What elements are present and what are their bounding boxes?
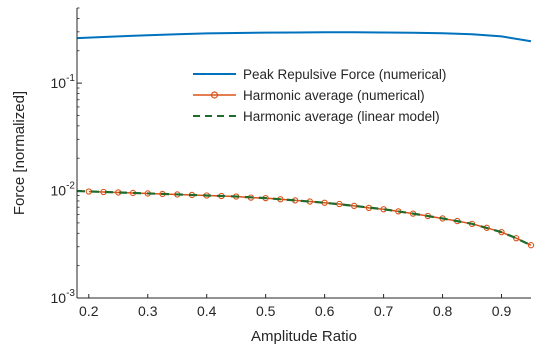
y-tick-label-exponent: -3 [66, 288, 75, 299]
y-tick-label-exponent: -2 [66, 181, 75, 192]
legend-entry-harmonic-numerical: Harmonic average (numerical) [193, 88, 425, 103]
y-tick-label-base: 10 [51, 75, 67, 91]
y-tick-label: 10-1 [51, 73, 76, 91]
x-tick-label: 0.8 [433, 303, 453, 319]
y-tick-label-base: 10 [51, 183, 67, 199]
x-tick-label: 0.2 [79, 303, 99, 319]
x-tick-label: 0.9 [492, 303, 512, 319]
series-line-harmonic-linear [76, 189, 532, 247]
series-line-peak-force [76, 31, 532, 43]
legend-label-harmonic-linear: Harmonic average (linear model) [243, 109, 440, 124]
x-tick-label: 0.5 [256, 303, 276, 319]
x-tick-label: 0.6 [315, 303, 335, 319]
y-tick-label: 10-2 [51, 181, 76, 199]
x-tick-label: 0.4 [197, 303, 217, 319]
x-axis-ticks: 0.2 0.3 0.4 0.5 0.6 0.7 0.8 0.9 [79, 294, 511, 319]
data-point-harmonic-numerical [527, 242, 535, 249]
x-tick-label: 0.3 [138, 303, 158, 319]
legend-marker-harmonic-numerical [210, 91, 219, 99]
legend-label-peak-force: Peak Repulsive Force (numerical) [243, 67, 446, 82]
x-axis-label: Amplitude Ratio [251, 328, 357, 345]
legend-entry-harmonic-linear: Harmonic average (linear model) [193, 109, 440, 124]
y-tick-label: 10-3 [51, 288, 76, 306]
x-tick-label: 0.7 [374, 303, 394, 319]
y-axis-ticks: 10-310-210-1 [51, 7, 82, 306]
legend: Peak Repulsive Force (numerical) Harmoni… [183, 60, 499, 132]
legend-entry-peak-force: Peak Repulsive Force (numerical) [193, 67, 446, 82]
data-point-harmonic-numerical [336, 200, 343, 208]
legend-label-harmonic-numerical: Harmonic average (numerical) [243, 88, 425, 103]
y-axis-label: Force [normalized] [11, 91, 28, 215]
series-layer [76, 31, 535, 249]
y-tick-label-exponent: -1 [66, 73, 75, 84]
y-tick-label-base: 10 [51, 290, 67, 306]
legend-box [183, 60, 499, 132]
